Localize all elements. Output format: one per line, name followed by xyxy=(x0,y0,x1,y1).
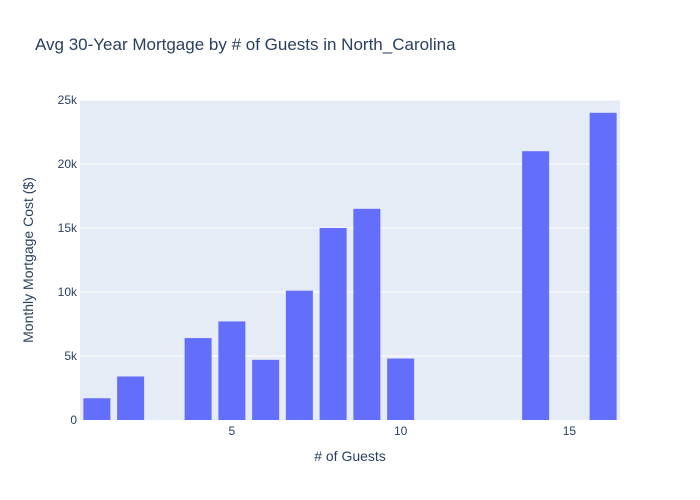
x-tick-labels: 5 10 15 xyxy=(229,424,577,438)
x-tick-label: 10 xyxy=(394,424,408,438)
x-tick-label: 5 xyxy=(229,424,236,438)
y-tick-labels: 0 5k 10k 15k 20k 25k xyxy=(58,93,78,427)
bar-guests-5 xyxy=(218,321,246,420)
bar-guests-16 xyxy=(589,112,617,421)
y-tick-label: 5k xyxy=(64,349,78,363)
y-tick-label: 20k xyxy=(58,157,78,171)
y-tick-label: 10k xyxy=(58,285,78,299)
x-tick-label: 15 xyxy=(563,424,577,438)
x-axis-title: # of Guests xyxy=(314,448,386,464)
bar-guests-6 xyxy=(252,359,280,420)
bar-guests-7 xyxy=(285,290,313,420)
bar-guests-4 xyxy=(184,338,212,420)
bar-guests-14 xyxy=(522,151,550,420)
y-tick-label: 15k xyxy=(58,221,78,235)
bar-guests-1 xyxy=(83,398,111,420)
bar-guests-10 xyxy=(387,358,415,420)
bar-guests-2 xyxy=(117,376,145,420)
y-tick-label: 25k xyxy=(58,93,78,107)
y-axis-title: Monthly Mortgage Cost ($) xyxy=(20,177,36,343)
y-tick-label: 0 xyxy=(70,413,77,427)
chart-title: Avg 30-Year Mortgage by # of Guests in N… xyxy=(35,35,456,54)
bar-guests-9 xyxy=(353,208,381,420)
bars xyxy=(83,112,617,421)
bar-guests-8 xyxy=(319,228,347,420)
